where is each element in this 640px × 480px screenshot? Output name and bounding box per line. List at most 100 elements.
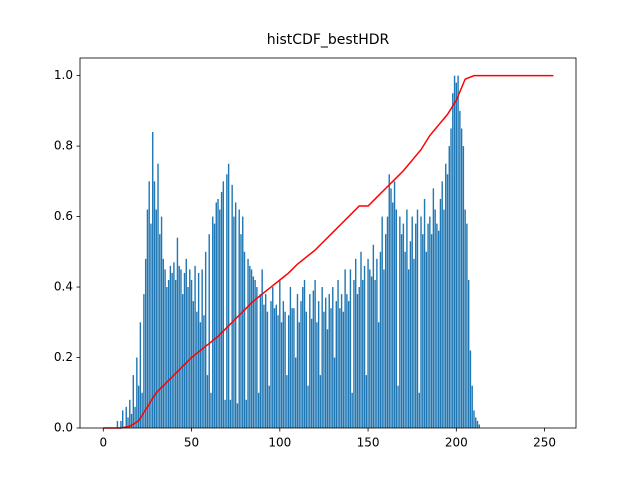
bar [291,308,293,428]
bar [153,181,156,428]
x-tick-label: 250 [533,436,556,450]
bar [185,258,187,428]
bar [273,308,276,428]
bar [254,280,256,428]
bar [127,417,129,428]
x-tick-label: 100 [268,436,291,450]
bar [167,280,170,428]
bar [422,234,424,428]
bar [392,202,394,428]
x-tick-label: 50 [184,436,199,450]
bar [407,269,410,428]
bar [259,294,262,428]
bar [240,234,242,428]
bar [266,311,269,428]
bar [143,294,145,428]
x-tick-label: 200 [445,436,468,450]
bar [347,301,350,428]
bar [386,216,389,428]
bar [353,280,355,428]
bar [129,399,131,428]
bar [342,311,345,428]
bar [132,375,135,428]
bar [330,308,332,428]
bar [439,198,442,428]
bar [466,223,468,428]
bar [208,234,210,428]
bar [204,251,207,428]
bar [222,181,225,428]
bar [326,329,329,428]
bar [376,258,378,428]
bar [303,280,306,428]
bar [362,280,364,428]
bar [397,385,399,428]
bar [441,181,443,428]
bar [277,315,279,428]
y-tick-label: 0.0 [54,421,73,435]
bar [429,216,431,428]
bar [459,110,461,428]
bar [137,385,140,428]
y-tick-label: 0.6 [54,209,73,223]
y-tick-label: 0.2 [54,350,73,364]
bar [475,417,477,428]
bar [180,269,182,428]
bar [300,301,302,428]
bar [141,392,143,428]
bar [210,392,212,428]
bar [296,294,299,428]
bar [409,241,412,428]
bar [264,294,267,428]
bar [212,216,214,428]
bar [337,280,339,428]
bar [219,209,221,428]
bar [199,322,202,428]
bar [400,234,403,428]
bar [159,234,161,428]
bar [171,272,173,428]
bar [476,420,479,428]
bar [280,322,283,428]
bar [247,258,249,428]
bar [317,301,320,428]
bar [152,132,154,428]
x-tick-label: 150 [357,436,380,450]
bar [206,375,209,428]
bar [187,287,189,428]
bar [404,251,406,428]
bar [174,280,177,428]
bar [231,184,233,428]
bar [339,308,341,428]
bar [381,216,383,428]
bar [160,216,163,428]
bar [162,258,165,428]
bar [178,265,180,428]
bar [420,216,422,428]
bar [385,234,387,428]
bar [238,209,240,428]
bar [157,163,159,428]
bar [287,315,290,428]
bar [176,237,179,428]
bar [393,181,396,428]
bar [150,223,152,428]
bar [136,357,138,428]
bar [268,385,270,428]
bar [272,287,274,428]
chart-title: histCDF_bestHDR [267,32,390,48]
bar [220,191,223,428]
bar [213,223,216,428]
bar [120,420,122,428]
bar [402,223,405,428]
bar [460,128,463,428]
bar [298,322,300,428]
bar [242,216,244,428]
bar [335,301,338,428]
bar [473,410,475,428]
bar [164,269,166,428]
bar [302,287,304,428]
bar [236,403,239,428]
bar [217,198,219,428]
